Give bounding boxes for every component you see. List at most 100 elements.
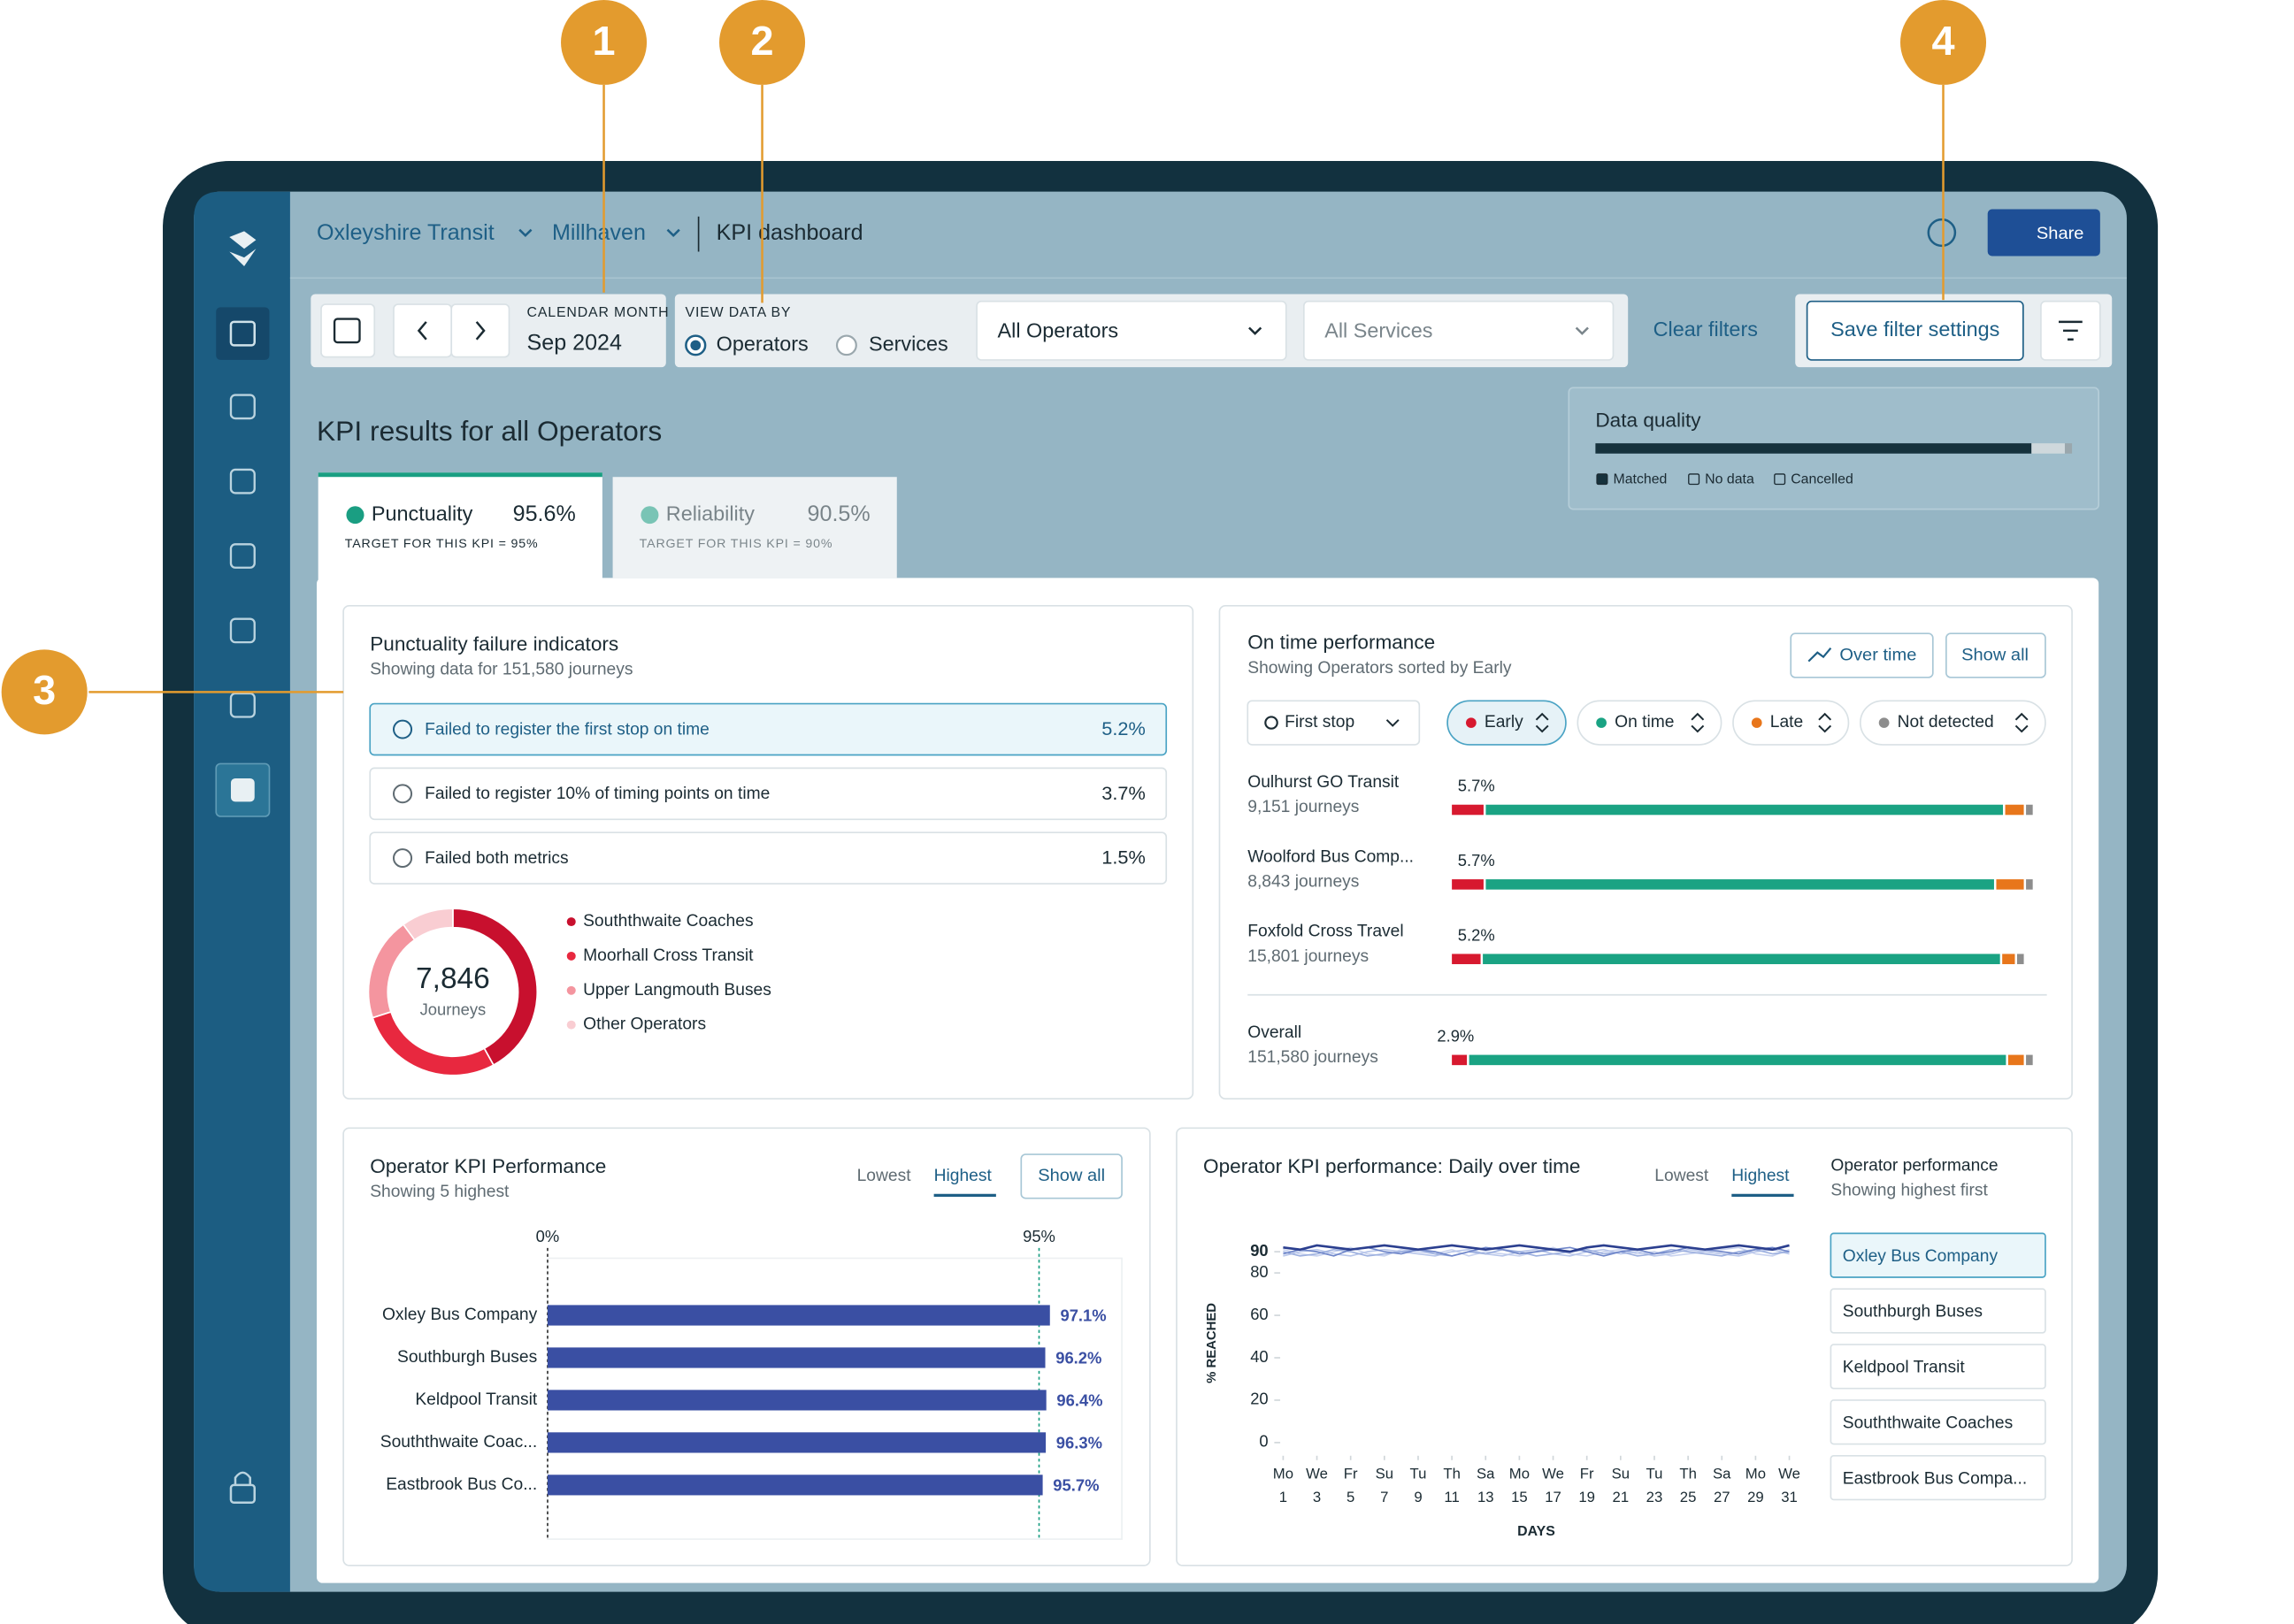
operators-dropdown[interactable] (976, 300, 1287, 361)
donut-unit: Journeys (420, 1000, 487, 1019)
nav-icon[interactable] (229, 394, 256, 420)
legend-dot (566, 985, 576, 995)
breadcrumb-org[interactable]: Oxleyshire Transit (317, 220, 495, 245)
chip-dot (1878, 717, 1890, 728)
x-tick-weekday: Fr (1580, 1466, 1594, 1482)
operator-list-item[interactable] (1830, 1454, 2046, 1501)
clear-filters[interactable]: Clear filters (1653, 318, 1758, 341)
value-label: 96.2% (1055, 1349, 1101, 1367)
breadcrumb-area[interactable]: Millhaven (552, 220, 646, 245)
legend-label: No data (1705, 472, 1754, 487)
toggle-lowest[interactable]: Lowest (857, 1167, 912, 1185)
tab-value: 95.6% (513, 502, 576, 526)
indicator-icon (392, 719, 413, 739)
legend-label: Cancelled (1791, 472, 1853, 487)
toggle-highest[interactable]: Highest (1731, 1167, 1790, 1185)
legend-swatch (1774, 473, 1786, 486)
next-button[interactable] (450, 303, 510, 358)
lock-shackle (234, 1471, 251, 1485)
nav-icon[interactable] (229, 468, 256, 494)
share-button[interactable] (1987, 209, 2100, 257)
indicator-row[interactable] (369, 831, 1168, 885)
annotation-marker (1, 649, 88, 735)
indicator-label: Failed to register 10% of timing points … (425, 785, 770, 803)
tab-target: TARGET FOR THIS KPI = 95% (345, 536, 539, 550)
radio-services[interactable] (835, 334, 857, 356)
indicator-row[interactable] (369, 702, 1168, 756)
nav-icon[interactable] (229, 543, 256, 569)
x-tick-label: 9 (1414, 1489, 1422, 1505)
category-label: Southburgh Buses (397, 1348, 537, 1367)
tab-reliability[interactable] (612, 477, 897, 578)
sort-icon (2014, 712, 2029, 733)
operator-list-item[interactable] (1830, 1399, 2046, 1445)
nav-icon[interactable] (229, 692, 256, 718)
over-time-button[interactable] (1790, 632, 1934, 678)
operator-list-item[interactable] (1830, 1288, 2046, 1334)
annotation-number: 4 (1931, 18, 1954, 64)
donut-segment (402, 908, 454, 941)
logo-icon (229, 231, 257, 267)
x-tick-label: 7 (1380, 1489, 1388, 1505)
nav-dashboard[interactable] (216, 307, 270, 360)
filter-chip[interactable] (1446, 700, 1567, 746)
x-tick-weekday: Mo (1273, 1466, 1293, 1482)
performance-segment (2026, 804, 2033, 816)
y-tick-label: 0 (1259, 1432, 1268, 1451)
indicator-value: 5.2% (1101, 717, 1146, 739)
operator-list-item[interactable] (1830, 1344, 2046, 1390)
operator-journeys: 8,843 journeys (1247, 873, 1359, 892)
indicator-row[interactable] (369, 767, 1168, 821)
chip-dot (1596, 717, 1607, 728)
operator-journeys: 15,801 journeys (1247, 947, 1369, 966)
card-title: Punctuality failure indicators (370, 632, 618, 655)
lock-icon[interactable] (229, 1483, 256, 1504)
early-label: 2.9% (1437, 1027, 1474, 1046)
x-tick-label: 1 (1279, 1489, 1287, 1505)
indicator-icon (392, 848, 413, 869)
annotation-marker (1900, 0, 1987, 85)
x-tick-weekday: Sa (1713, 1466, 1731, 1482)
show-all-button[interactable] (1020, 1153, 1123, 1199)
operator-name: Oulhurst GO Transit (1247, 773, 1400, 792)
indicator-label: Failed to register the first stop on tim… (425, 720, 710, 739)
performance-segment (1996, 879, 2024, 890)
filter-chip[interactable] (1732, 700, 1850, 746)
services-dropdown[interactable] (1302, 300, 1615, 361)
indicator-label: Failed both metrics (425, 849, 568, 868)
annotation-number: 3 (33, 667, 56, 713)
toggle-lowest[interactable]: Lowest (1654, 1167, 1709, 1185)
tab-punctuality[interactable] (318, 472, 602, 583)
filter-chip[interactable] (1247, 700, 1421, 746)
operator-list-item[interactable] (1830, 1232, 2046, 1278)
series-line (1283, 1248, 1790, 1257)
next-icon (475, 321, 486, 341)
operator-list-label: Keldpool Transit (1843, 1359, 1966, 1377)
filter-icon (2059, 320, 2083, 341)
app-icon (230, 778, 255, 802)
indicator-icon (392, 784, 413, 804)
performance-segment (1485, 879, 1994, 890)
legend-swatch (1596, 473, 1608, 486)
share-label: Share (2037, 224, 2084, 243)
filter-chip[interactable] (1860, 700, 2046, 746)
annotation-marker (719, 0, 806, 85)
calendar-button[interactable] (320, 303, 376, 358)
toggle-highest[interactable]: Highest (934, 1167, 993, 1185)
chevron-icon (666, 228, 680, 238)
filter-chip[interactable] (1577, 700, 1722, 746)
button-label: Show all (1038, 1166, 1105, 1185)
operator-kpi-card (342, 1127, 1151, 1567)
dropdown-label: All Services (1324, 319, 1432, 342)
save-button[interactable] (1806, 300, 2024, 361)
performance-segment (1452, 879, 1484, 890)
chip-label: Late (1770, 713, 1803, 732)
x-tick-weekday: We (1542, 1466, 1564, 1482)
performance-segment (2007, 1054, 2024, 1066)
nav-icon[interactable] (229, 617, 256, 644)
check-icon (346, 506, 364, 525)
show-all-button[interactable] (1945, 632, 2046, 678)
prev-button[interactable] (393, 303, 453, 358)
help-icon[interactable] (1927, 218, 1957, 248)
